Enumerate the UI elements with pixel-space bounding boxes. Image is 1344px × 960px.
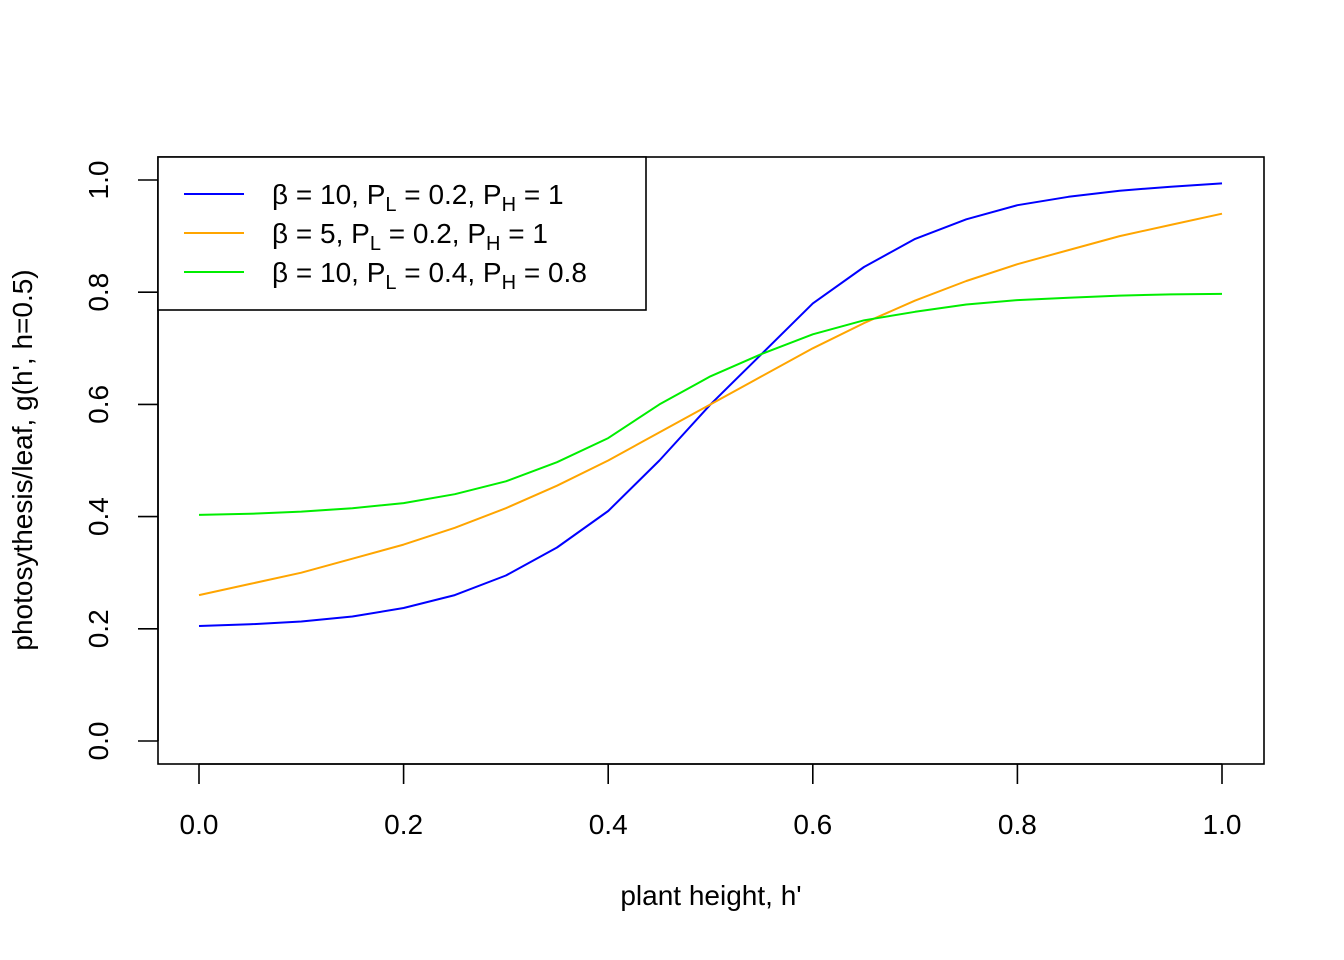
x-tick-label: 0.2 xyxy=(384,809,423,840)
x-tick-label: 0.8 xyxy=(998,809,1037,840)
legend: β = 10, PL = 0.2, PH = 1β = 5, PL = 0.2,… xyxy=(157,156,647,311)
y-tick-label: 1.0 xyxy=(83,161,114,200)
y-tick-label: 0.2 xyxy=(83,609,114,648)
legend-label-1: β = 10, PL = 0.2, PH = 1 xyxy=(272,179,564,216)
x-tick-label: 0.6 xyxy=(793,809,832,840)
y-tick-label: 0.4 xyxy=(83,497,114,536)
y-tick-label: 0.6 xyxy=(83,385,114,424)
x-tick-label: 0.4 xyxy=(589,809,628,840)
x-tick-label: 0.0 xyxy=(180,809,219,840)
y-axis-title: photosythesis/leaf, g(h', h=0.5) xyxy=(7,269,38,650)
series-line-3 xyxy=(198,292,1223,516)
y-axis: 0.0 0.2 0.4 0.6 0.8 1.0 xyxy=(83,161,159,761)
x-axis: 0.0 0.2 0.4 0.6 0.8 1.0 xyxy=(180,763,1242,840)
legend-label-2: β = 5, PL = 0.2, PH = 1 xyxy=(272,218,548,255)
legend-label-3: β = 10, PL = 0.4, PH = 0.8 xyxy=(272,257,587,294)
series-layer xyxy=(198,182,1223,627)
y-tick-label: 0.8 xyxy=(83,273,114,312)
x-tick-label: 1.0 xyxy=(1203,809,1242,840)
x-axis-title: plant height, h' xyxy=(620,880,801,911)
series-line-2 xyxy=(198,212,1223,597)
y-tick-label: 0.0 xyxy=(83,722,114,761)
